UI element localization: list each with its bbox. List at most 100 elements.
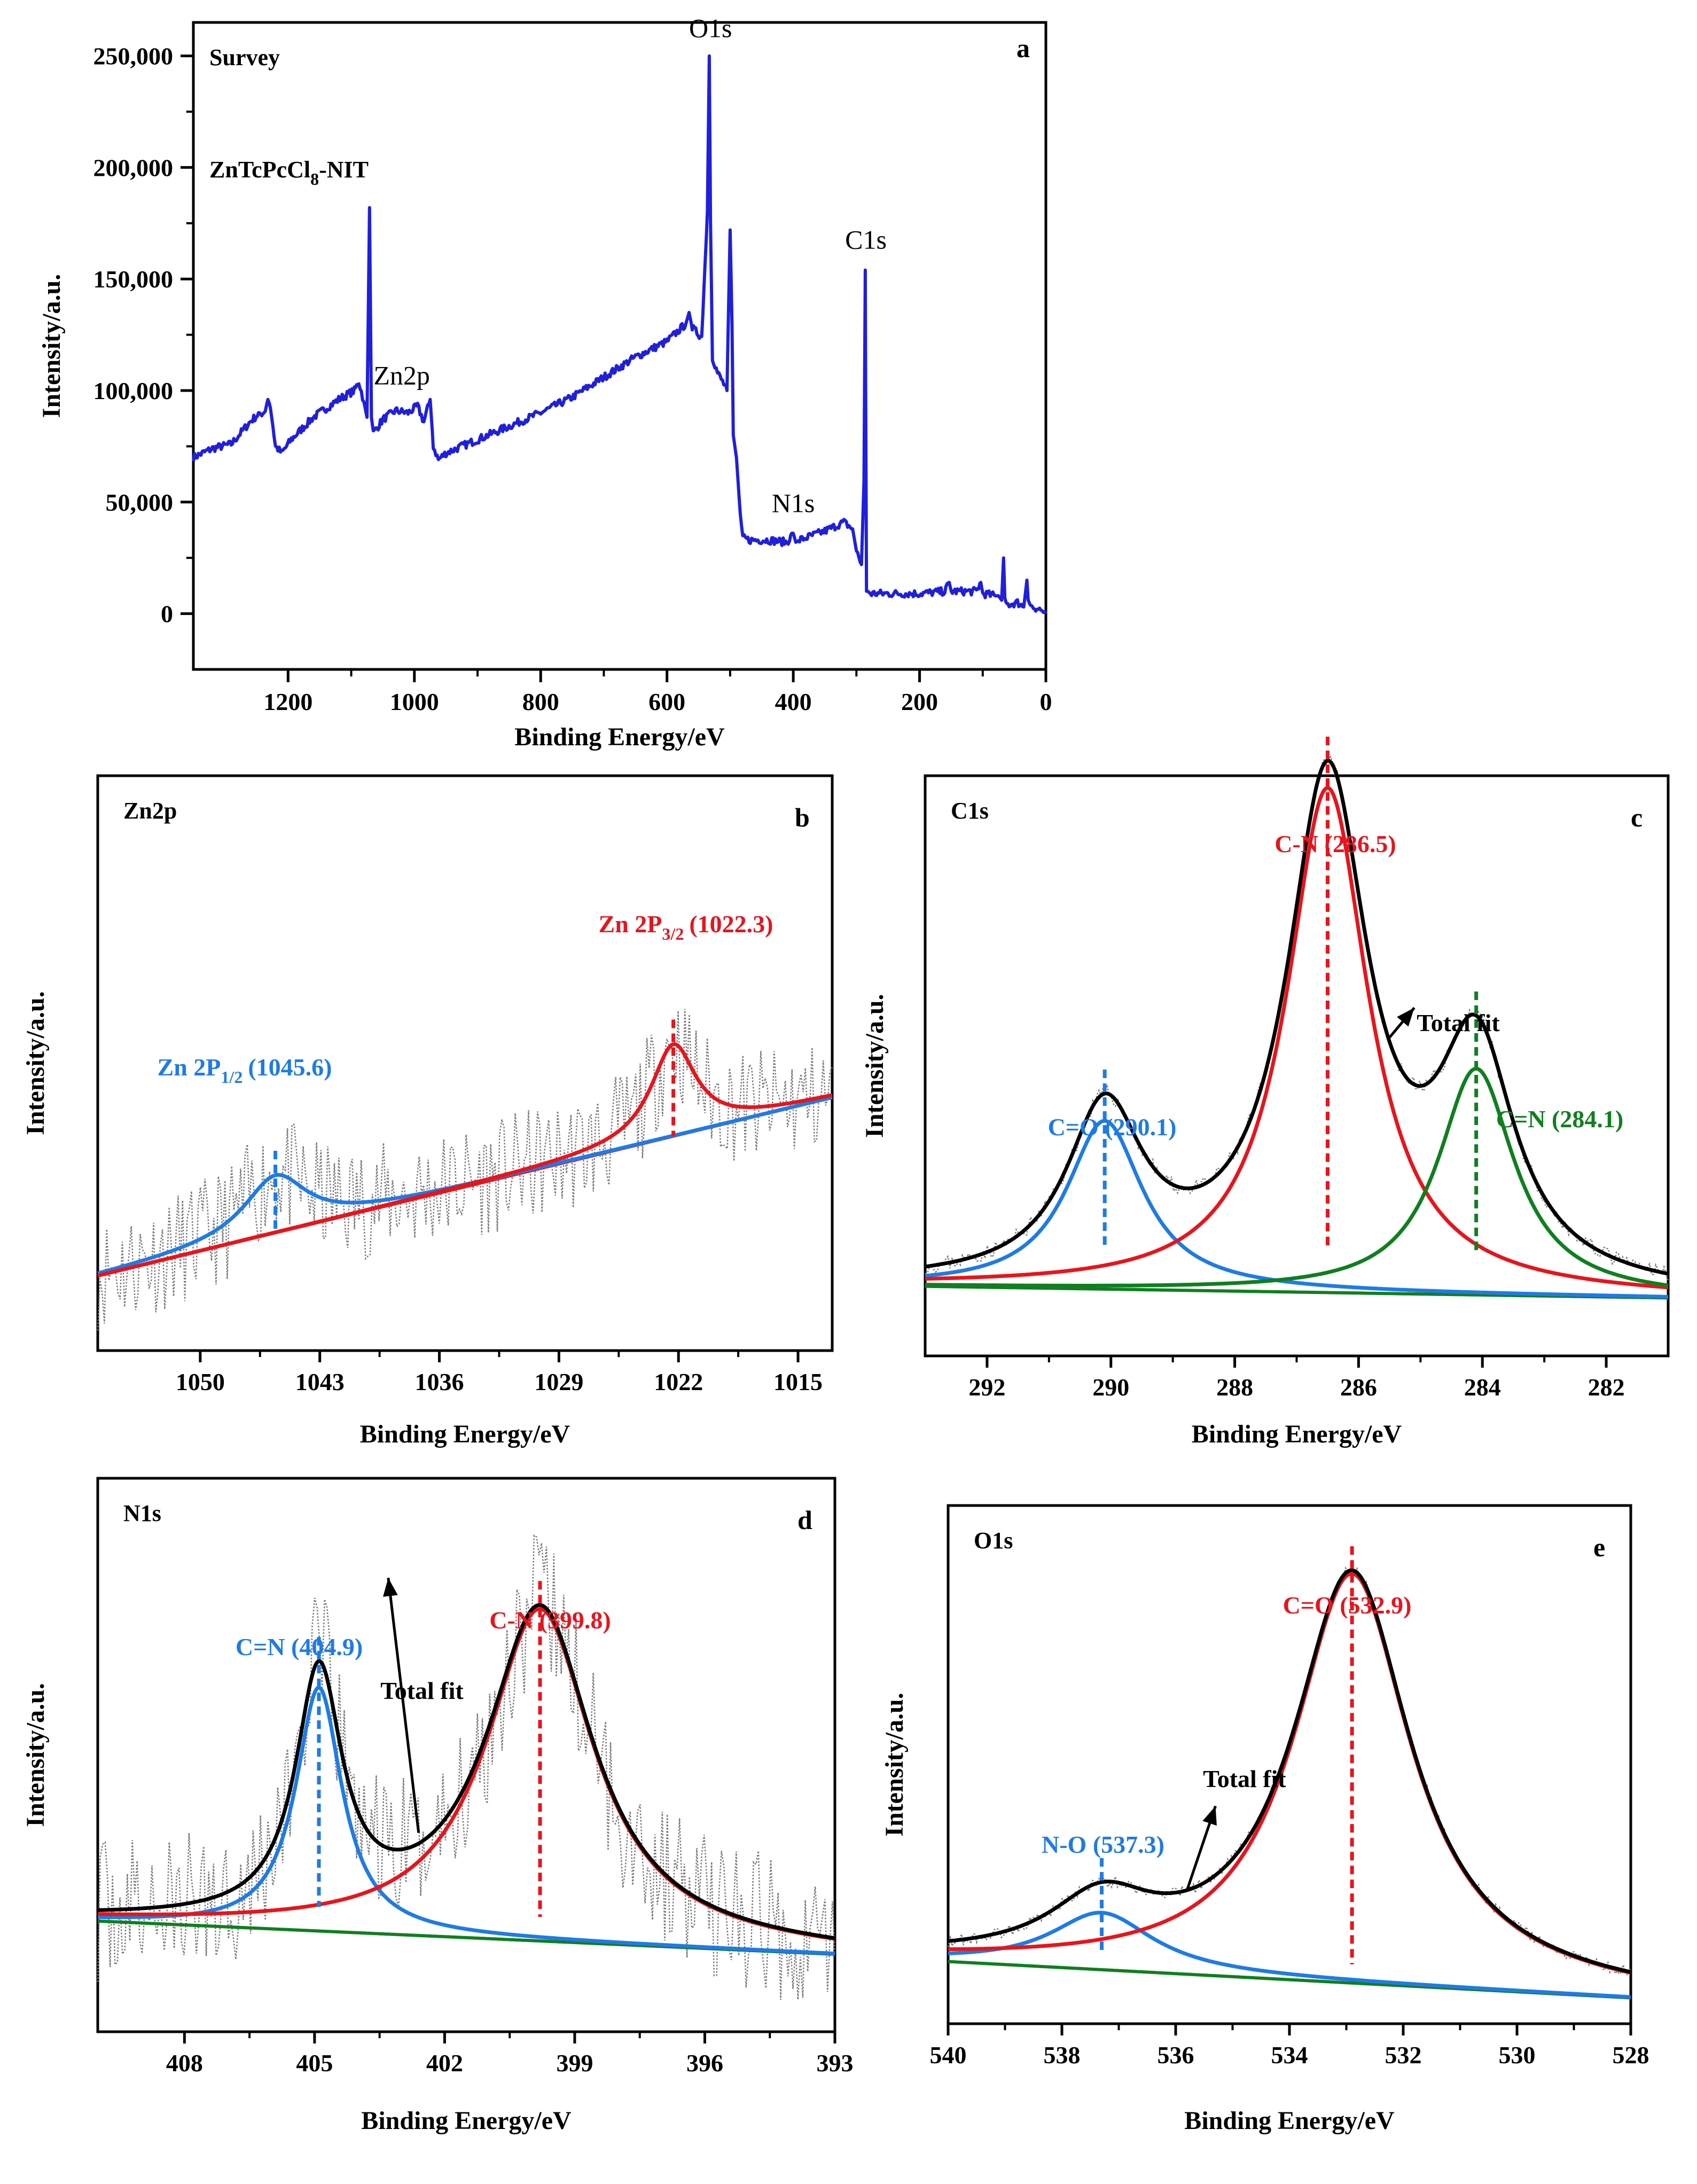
peak-label-main: Zn 2P [599, 910, 662, 938]
peak-label-value: (1022.3) [689, 910, 773, 938]
peak-annotation-n1s: N1s [772, 488, 815, 518]
sample-subscript: 8 [310, 169, 319, 189]
x-tick-label: 530 [1499, 2041, 1536, 2069]
y-axis-title: Intensity/a.u. [21, 1683, 50, 1827]
total-fit-line [925, 759, 1669, 1276]
y-tick-label: 200,000 [93, 154, 174, 181]
peak-label: C=N (404.9) [236, 1633, 363, 1660]
x-tick-label: 286 [1340, 1374, 1377, 1401]
panel-b-zn2p: 1050 1043 1036 1029 1022 1015 Binding Energy/e… [21, 774, 834, 1448]
peak-label-sub: 1/2 [221, 1067, 243, 1087]
x-tick-label: 292 [968, 1374, 1005, 1401]
peak-label-main: Zn 2P [158, 1054, 221, 1081]
x-tick-label: 536 [1158, 2041, 1194, 2069]
arrow-head-icon [1397, 1008, 1414, 1027]
x-tick-label: 540 [930, 2041, 967, 2069]
peak-label-sub: 3/2 [662, 924, 684, 943]
x-tick-label: 405 [296, 2049, 333, 2077]
y-tick-label: 250,000 [93, 43, 174, 70]
y-tick-label: 50,000 [106, 489, 174, 516]
x-tick-label: 600 [648, 688, 685, 715]
x-tick-label: 408 [166, 2049, 203, 2077]
peak-label: C-N (399.8) [489, 1606, 611, 1634]
plot-frame [96, 1477, 836, 2033]
x-tick-label: 1022 [654, 1368, 703, 1395]
peak-label: C=O (532.9) [1283, 1592, 1412, 1619]
panel-title: Survey [209, 44, 280, 71]
panel-title: O1s [974, 1527, 1013, 1554]
total-fit-line [97, 1603, 835, 1940]
peak-fit-c-n [925, 786, 1669, 1290]
panel-c-c1s: 292 290 288 286 284 282 Binding Energy/eV Inten… [861, 736, 1670, 1448]
panel-e-o1s: 540 538 536 534 532 530 528 Binding Energy/eV In… [880, 1504, 1649, 2135]
x-axis-title: Binding Energy/eV [1184, 2107, 1395, 2135]
x-tick-label: 393 [817, 2049, 854, 2077]
arrow-head-icon [1202, 1806, 1217, 1826]
total-fit-label: Total fit [1417, 1009, 1500, 1036]
total-fit-label: Total fit [1203, 1765, 1286, 1792]
peak-label: Zn 2P3/2 (1022.3) [599, 910, 773, 943]
x-tick-label: 396 [686, 2049, 723, 2077]
peak-label: C-N (286.5) [1274, 830, 1396, 857]
sample-prefix: ZnTcPcCl [209, 157, 310, 183]
peak-label: C=N (284.1) [1496, 1105, 1623, 1133]
sample-name: ZnTcPcCl8-NIT [209, 157, 369, 189]
plot-frame [192, 21, 1047, 671]
x-tick-label: 1043 [295, 1368, 345, 1395]
arrow-head-icon [383, 1578, 398, 1597]
x-tick-label: 1036 [415, 1368, 464, 1395]
raw-data-line [97, 1534, 836, 2000]
x-tick-label: 0 [1040, 688, 1052, 715]
x-axis-title: Binding Energy/eV [360, 1420, 570, 1448]
peak-fit-c-n [925, 1066, 1669, 1288]
x-tick-label: 290 [1092, 1374, 1129, 1401]
x-tick-label: 528 [1613, 2041, 1649, 2069]
panel-title: N1s [123, 1500, 161, 1526]
x-tick-label: 1200 [263, 688, 312, 715]
x-tick-label: 538 [1044, 2041, 1081, 2069]
x-tick-label: 1000 [390, 688, 439, 715]
peak-label: N-O (537.3) [1042, 1831, 1164, 1858]
plot-frame [924, 774, 1670, 1358]
panel-letter: a [1016, 33, 1030, 63]
peak-label-value: (1045.6) [248, 1054, 332, 1081]
x-tick-label: 1029 [534, 1368, 583, 1395]
panel-letter: e [1593, 1532, 1605, 1562]
x-axis-title: Binding Energy/eV [514, 723, 725, 751]
x-tick-label: 534 [1271, 2041, 1308, 2069]
total-fit-line [948, 1568, 1631, 1974]
y-tick-label: 150,000 [93, 266, 174, 293]
peak-fit-n-o [948, 1910, 1631, 1999]
x-tick-label: 288 [1216, 1374, 1253, 1401]
y-tick-label: 0 [161, 600, 173, 628]
survey-spectrum-line [192, 54, 1047, 615]
peak-annotation-o1s: O1s [689, 13, 732, 43]
y-axis-title: Intensity/a.u. [861, 994, 889, 1137]
panel-letter: b [795, 802, 810, 832]
peak-fit-c-n [97, 1606, 835, 1941]
y-axis-title: Intensity/a.u. [21, 991, 50, 1135]
panel-letter: d [797, 1505, 812, 1535]
peak-fit-c-n [98, 1686, 835, 1956]
x-axis-title: Binding Energy/eV [1192, 1420, 1402, 1448]
total-fit-arrow [387, 1578, 420, 1833]
x-tick-label: 399 [556, 2049, 593, 2077]
x-tick-label: 400 [775, 688, 812, 715]
y-tick-label: 100,000 [93, 377, 174, 404]
x-tick-label: 1050 [176, 1368, 225, 1395]
x-tick-label: 1015 [773, 1368, 823, 1395]
x-tick-label: 402 [426, 2049, 463, 2077]
x-tick-label: 800 [522, 688, 559, 715]
peak-fit-c-o [925, 1119, 1669, 1299]
y-axis-title: Intensity/a.u. [880, 1692, 909, 1836]
x-tick-label: 282 [1588, 1374, 1625, 1401]
panel-letter: c [1631, 802, 1643, 832]
x-axis-title: Binding Energy/eV [361, 2107, 572, 2135]
y-axis-title: Intensity/a.u. [37, 274, 66, 418]
peak-label: C=O (290.1) [1048, 1113, 1177, 1141]
plot-frame [96, 774, 834, 1352]
panel-d-n1s: 408 405 402 399 396 393 Binding Energy/eV Inten… [21, 1477, 854, 2135]
peak-annotation-c1s: C1s [845, 225, 887, 255]
raw-data-line [925, 755, 1669, 1281]
